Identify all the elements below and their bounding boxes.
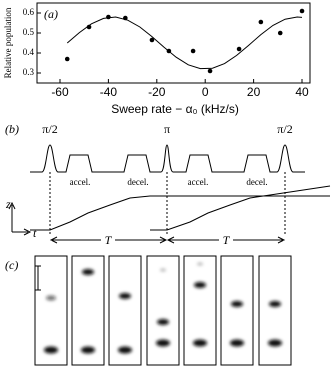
data-point [123,15,128,21]
pulse-label: π/2 [42,122,57,136]
pulse-sequence [30,144,305,173]
axis-label: z [5,197,11,211]
data-point [190,48,196,54]
panel-label: (a) [44,7,58,21]
x-tick-label: 40 [295,85,309,99]
data-point [106,14,111,20]
interval-label: T [223,233,231,247]
trajectory [150,185,331,231]
stage-label: decel. [246,177,267,187]
x-tick-label: -60 [51,85,69,99]
data-point [277,30,283,36]
x-axis-label: Sweep rate − α₀ (kHz/s) [111,102,239,116]
panel-label: (c) [5,258,18,272]
y-tick-label: 0.6 [23,7,35,17]
x-tick-label: -20 [148,85,166,99]
arrow [23,228,32,236]
label-bg [101,233,115,247]
pulse-label: π/2 [277,122,292,136]
data-point [299,8,305,14]
data-point [64,56,70,62]
data-point [258,19,264,25]
scale-bar [35,265,41,291]
stage-label: decel. [127,177,148,187]
data-point [166,48,172,54]
panel-label: (b) [5,122,19,136]
data-point [236,46,242,52]
image-strip: (c) [5,255,292,366]
y-tick-label: 0.5 [23,27,35,37]
fit-curve [66,16,303,70]
y-tick-label: 0.4 [23,47,35,57]
atom-clouds [44,262,282,354]
pulse-label: π [164,122,170,136]
x-tick-label: -40 [100,85,118,99]
trajectory [30,195,330,231]
stage-label: accel. [188,177,209,187]
arrow [8,201,16,210]
y-tick-label: 0.3 [23,67,35,77]
x-tick-label: 20 [247,85,261,99]
x-tick-label: 0 [202,85,209,99]
stage-label: accel. [70,177,91,187]
y-axis-label: Relative population [3,7,13,78]
data-point [149,37,155,43]
arrowheads [49,236,286,244]
label-bg [219,233,233,247]
interval-label: T [105,233,113,247]
plot-frame [36,2,311,84]
axis-label: t [33,226,37,240]
pulse-diagram: (b) π/2 π π/2 accel. decel. accel. decel… [5,122,331,247]
data-point [207,68,213,74]
data-point [86,24,92,30]
